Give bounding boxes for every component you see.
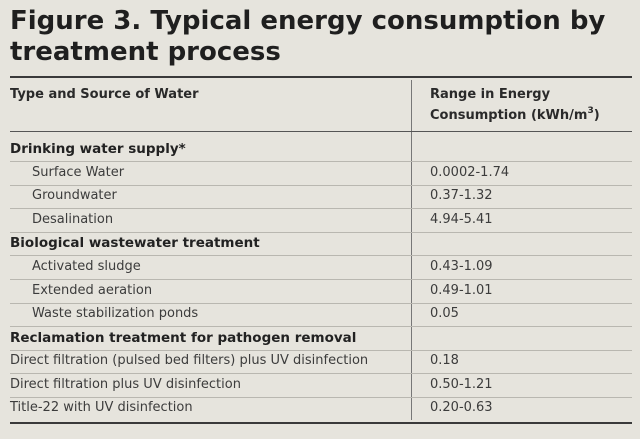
row-name-groundwater: Groundwater: [32, 188, 117, 203]
row-value-desalination: 4.94-5.41: [430, 212, 493, 227]
row-rule: [10, 255, 632, 256]
row-rule: [10, 232, 632, 233]
section-biological-wastewater: Biological wastewater treatment: [10, 235, 260, 251]
top-rule: [10, 76, 632, 78]
row-name-waste-stabilization-ponds: Waste stabilization ponds: [32, 306, 199, 321]
row-rule: [10, 326, 632, 327]
row-value-direct-filtration-uv: 0.50-1.21: [430, 377, 493, 392]
header-energy-range-text: Range in Energy Consumption (kWh/m: [430, 87, 588, 123]
row-name-activated-sludge: Activated sludge: [32, 259, 141, 274]
header-energy-range: Range in Energy Consumption (kWh/m3): [430, 86, 635, 124]
row-value-groundwater: 0.37-1.32: [430, 188, 493, 203]
row-rule: [10, 397, 632, 398]
row-rule: [10, 373, 632, 374]
row-rule: [10, 185, 632, 186]
header-unit-close: ): [593, 108, 600, 123]
row-name-title-22-uv: Title-22 with UV disinfection: [10, 400, 193, 415]
row-name-direct-filtration-uv: Direct filtration plus UV disinfection: [10, 377, 241, 392]
row-value-waste-stabilization-ponds: 0.05: [430, 306, 459, 321]
row-value-direct-filtration-pulsed: 0.18: [430, 353, 459, 368]
row-value-extended-aeration: 0.49-1.01: [430, 283, 493, 298]
figure-title: Figure 3. Typical energy consumption by …: [10, 6, 606, 67]
row-rule: [10, 350, 632, 351]
row-rule: [10, 303, 632, 304]
row-rule: [10, 208, 632, 209]
section-reclamation-treatment: Reclamation treatment for pathogen remov…: [10, 330, 357, 346]
header-unit-exponent: 3: [587, 106, 594, 116]
column-divider: [411, 80, 412, 420]
header-rule: [10, 131, 632, 132]
bottom-rule: [10, 422, 632, 424]
section-drinking-water: Drinking water supply*: [10, 141, 186, 157]
row-rule: [10, 279, 632, 280]
header-type-source: Type and Source of Water: [10, 87, 199, 102]
row-name-direct-filtration-pulsed: Direct filtration (pulsed bed filters) p…: [10, 353, 369, 368]
row-name-extended-aeration: Extended aeration: [32, 283, 153, 298]
row-value-activated-sludge: 0.43-1.09: [430, 259, 493, 274]
row-name-surface-water: Surface Water: [32, 165, 125, 180]
row-value-title-22-uv: 0.20-0.63: [430, 400, 493, 415]
row-rule: [10, 161, 632, 162]
row-value-surface-water: 0.0002-1.74: [430, 165, 510, 180]
row-name-desalination: Desalination: [32, 212, 114, 227]
